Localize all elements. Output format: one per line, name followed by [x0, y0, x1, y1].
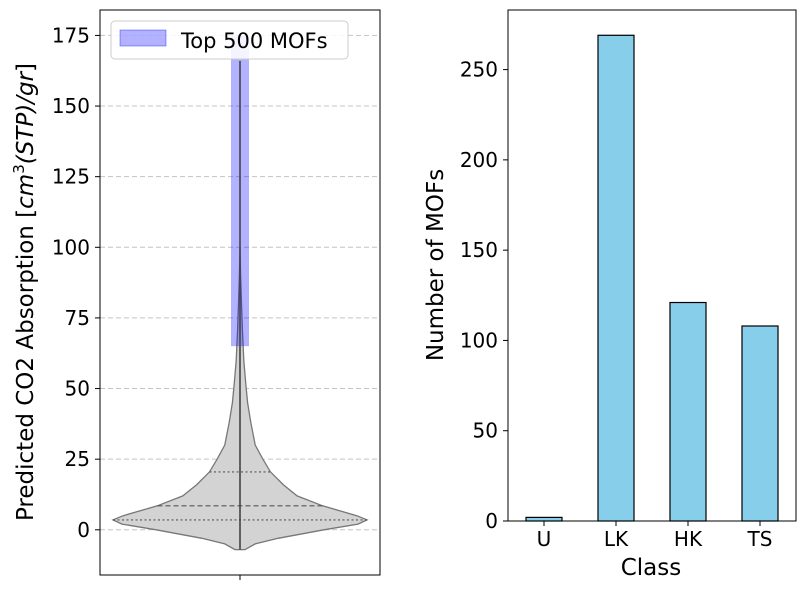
bar-x-tick-label: LK	[604, 527, 629, 551]
bar-x-axis-label: Class	[621, 555, 682, 581]
bar-chart: 0 50 100 150 200 250 U LK HK TS Class Number of …	[423, 9, 797, 581]
bar-y-tick-label: 50	[473, 419, 498, 443]
bar-y-ticks: 0 50 100 150 200 250	[460, 58, 508, 533]
bar-x-ticks: U LK HK TS	[537, 521, 773, 551]
violin-y-tick-label: 125	[52, 165, 90, 189]
legend-box	[110, 20, 349, 60]
violin-y-tick-label: 25	[65, 447, 90, 471]
violin-y-tick-label: 75	[65, 306, 90, 330]
legend: Top 500 MOFs	[110, 20, 349, 60]
violin-y-ticks: 0 25 50 75 100 125 150 175	[52, 23, 100, 542]
violin-plot: 0 25 50 75 100 125 150 175 Top 500 MOFs Predict…	[10, 9, 381, 580]
bars	[525, 34, 779, 522]
bar-x-tick-label: HK	[674, 527, 703, 551]
violin-y-tick-label: 175	[52, 23, 90, 47]
bar-hk	[669, 301, 707, 522]
bar-axes-frame	[507, 9, 797, 522]
bar-u	[525, 516, 563, 522]
bar-y-tick-label: 250	[460, 58, 498, 82]
violin-y-axis-label: Predicted CO2 Absorption [cm3(STP)/gr]	[10, 63, 39, 521]
bar-y-tick-label: 100	[460, 328, 498, 352]
violin-y-tick-label: 50	[65, 377, 90, 401]
bar-x-tick-label: TS	[747, 527, 773, 551]
bar-lk	[597, 34, 635, 522]
bar-y-tick-label: 200	[460, 148, 498, 172]
bar-ts	[741, 325, 779, 522]
violin-y-tick-label: 100	[52, 235, 90, 259]
violin-y-tick-label: 0	[77, 518, 90, 542]
violin-y-tick-label: 150	[52, 94, 90, 118]
bar-y-tick-label: 0	[485, 509, 498, 533]
bar-x-tick-label: U	[537, 527, 552, 551]
legend-swatch	[119, 29, 167, 47]
legend-label: Top 500 MOFs	[180, 29, 328, 53]
bar-y-tick-label: 150	[460, 238, 498, 262]
bar-y-axis-label: Number of MOFs	[423, 169, 449, 361]
